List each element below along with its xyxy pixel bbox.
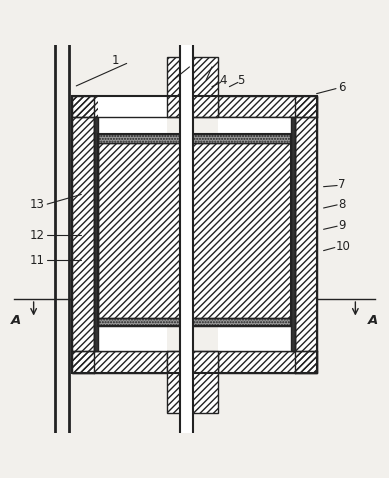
Text: 2: 2 (186, 57, 193, 70)
Bar (98, 134, 291, 143)
Text: 13: 13 (30, 197, 45, 211)
Bar (98, 117, 167, 134)
Text: 4: 4 (220, 74, 227, 87)
Text: 9: 9 (338, 219, 345, 232)
Bar (98, 143, 291, 318)
Text: 1: 1 (111, 54, 119, 67)
Bar (291, 117, 295, 351)
Bar (218, 96, 317, 117)
Bar (94, 117, 98, 351)
Text: A: A (368, 314, 378, 327)
Bar (180, 45, 193, 433)
Text: 12: 12 (30, 228, 45, 241)
Text: 11: 11 (30, 254, 45, 267)
Bar (72, 96, 94, 373)
Bar (72, 96, 317, 373)
Text: 10: 10 (336, 240, 350, 253)
Text: 3: 3 (208, 57, 216, 70)
Bar (167, 351, 218, 413)
Bar (72, 96, 167, 117)
Bar (218, 96, 317, 117)
Bar (218, 351, 317, 373)
Bar (72, 351, 167, 373)
Bar (98, 326, 167, 351)
Bar (98, 318, 291, 326)
Bar (98, 134, 291, 326)
Bar (98, 143, 291, 318)
Text: A: A (11, 314, 21, 327)
Bar (98, 318, 291, 326)
Text: 5: 5 (237, 74, 245, 87)
Bar (167, 57, 218, 117)
Bar (218, 351, 317, 373)
Bar (72, 96, 94, 373)
Bar (218, 326, 291, 351)
Text: 7: 7 (338, 178, 345, 191)
Bar (167, 57, 218, 117)
Bar (295, 96, 317, 373)
Text: 6: 6 (338, 81, 345, 94)
Bar (167, 351, 218, 413)
Bar (295, 96, 317, 373)
Text: 8: 8 (338, 197, 345, 211)
Bar (218, 117, 291, 134)
Bar (98, 96, 167, 117)
Bar (98, 134, 291, 143)
Bar (72, 96, 167, 117)
Bar (72, 351, 167, 373)
